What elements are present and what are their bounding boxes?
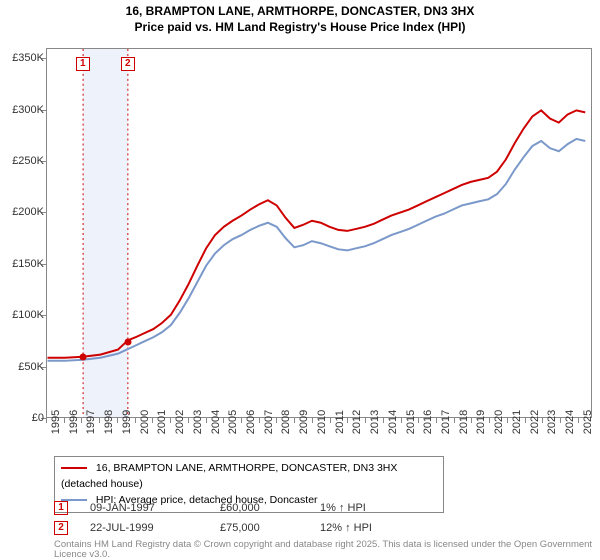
x-tick: [99, 418, 100, 423]
x-tick: [507, 418, 508, 423]
x-axis-label: 2006: [245, 410, 257, 434]
x-tick: [223, 418, 224, 423]
y-axis-label: £350K: [12, 52, 44, 64]
legend-label-price: 16, BRAMPTON LANE, ARMTHORPE, DONCASTER,…: [61, 462, 397, 490]
sale-delta: 1% ↑ HPI: [320, 502, 366, 514]
x-axis-label: 2017: [440, 410, 452, 434]
x-tick: [117, 418, 118, 423]
x-axis-label: 2020: [493, 410, 505, 434]
x-axis-label: 2022: [529, 410, 541, 434]
x-tick: [525, 418, 526, 423]
x-axis-label: 2003: [192, 410, 204, 434]
sale-marker-box: 2: [121, 57, 135, 71]
x-tick: [436, 418, 437, 423]
line-series-svg: [47, 49, 591, 417]
y-axis-label: £150K: [12, 258, 44, 270]
x-tick: [259, 418, 260, 423]
x-tick: [383, 418, 384, 423]
x-tick: [330, 418, 331, 423]
sale-price: £60,000: [220, 502, 320, 514]
y-axis-label: £50K: [18, 361, 44, 373]
x-axis-label: 2007: [263, 410, 275, 434]
x-tick: [64, 418, 65, 423]
y-axis-label: £0: [32, 412, 44, 424]
x-tick: [471, 418, 472, 423]
x-tick: [347, 418, 348, 423]
y-axis-label: £300K: [12, 104, 44, 116]
x-axis-label: 1998: [103, 410, 115, 434]
x-tick: [152, 418, 153, 423]
x-axis-label: 2001: [156, 410, 168, 434]
x-tick: [241, 418, 242, 423]
x-tick: [542, 418, 543, 423]
x-axis-label: 2024: [564, 410, 576, 434]
x-tick: [312, 418, 313, 423]
x-axis-label: 2015: [405, 410, 417, 434]
x-tick: [206, 418, 207, 423]
sale-price: £75,000: [220, 522, 320, 534]
title-line1: 16, BRAMPTON LANE, ARMTHORPE, DONCASTER,…: [0, 4, 600, 20]
sales-row: 1 09-JAN-1997£60,0001% ↑ HPI: [54, 498, 372, 518]
x-axis-label: 2014: [387, 410, 399, 434]
x-axis-label: 2025: [582, 410, 594, 434]
x-axis-label: 2013: [369, 410, 381, 434]
sale-delta: 12% ↑ HPI: [320, 522, 372, 534]
x-tick: [294, 418, 295, 423]
x-tick: [454, 418, 455, 423]
x-tick: [578, 418, 579, 423]
sale-date: 22-JUL-1999: [90, 522, 220, 534]
x-tick: [188, 418, 189, 423]
x-axis-label: 2009: [298, 410, 310, 434]
sales-row: 2 22-JUL-1999£75,00012% ↑ HPI: [54, 518, 372, 538]
sale-dot: [124, 338, 131, 345]
x-tick: [560, 418, 561, 423]
x-tick: [46, 418, 47, 423]
x-axis-label: 2004: [210, 410, 222, 434]
x-tick: [135, 418, 136, 423]
x-axis-label: 2021: [511, 410, 523, 434]
x-tick: [81, 418, 82, 423]
attribution-text: Contains HM Land Registry data © Crown c…: [54, 540, 600, 559]
x-axis-label: 1996: [68, 410, 80, 434]
x-axis-label: 1999: [121, 410, 133, 434]
x-tick: [276, 418, 277, 423]
sale-date: 09-JAN-1997: [90, 502, 220, 514]
x-tick: [170, 418, 171, 423]
x-axis-label: 2012: [351, 410, 363, 434]
y-axis-label: £100K: [12, 309, 44, 321]
x-axis-label: 2002: [174, 410, 186, 434]
x-axis-label: 1997: [85, 410, 97, 434]
x-tick: [489, 418, 490, 423]
x-axis-label: 2005: [227, 410, 239, 434]
plot-area: 12: [46, 48, 592, 418]
legend-item-price: 16, BRAMPTON LANE, ARMTHORPE, DONCASTER,…: [61, 461, 437, 493]
sale-dot: [79, 354, 86, 361]
y-axis-label: £250K: [12, 155, 44, 167]
x-axis-label: 1995: [50, 410, 62, 434]
sale-marker-box: 1: [76, 57, 90, 71]
sale-index-box: 2: [54, 521, 68, 535]
title-line2: Price paid vs. HM Land Registry's House …: [0, 20, 600, 36]
x-axis-label: 2000: [139, 410, 151, 434]
x-axis-label: 2010: [316, 410, 328, 434]
x-axis-label: 2016: [422, 410, 434, 434]
x-axis-label: 2018: [458, 410, 470, 434]
x-tick: [365, 418, 366, 423]
chart-container: 16, BRAMPTON LANE, ARMTHORPE, DONCASTER,…: [0, 0, 600, 560]
x-tick: [418, 418, 419, 423]
y-axis-label: £200K: [12, 206, 44, 218]
x-axis-label: 2023: [546, 410, 558, 434]
x-axis-label: 2008: [280, 410, 292, 434]
legend-swatch-price: [61, 467, 87, 469]
x-axis-label: 2011: [334, 410, 346, 434]
sales-table: 1 09-JAN-1997£60,0001% ↑ HPI 2 22-JUL-1999£…: [54, 498, 372, 538]
sale-index-box: 1: [54, 501, 68, 515]
x-tick: [401, 418, 402, 423]
chart-title: 16, BRAMPTON LANE, ARMTHORPE, DONCASTER,…: [0, 0, 600, 35]
x-axis-label: 2019: [475, 410, 487, 434]
